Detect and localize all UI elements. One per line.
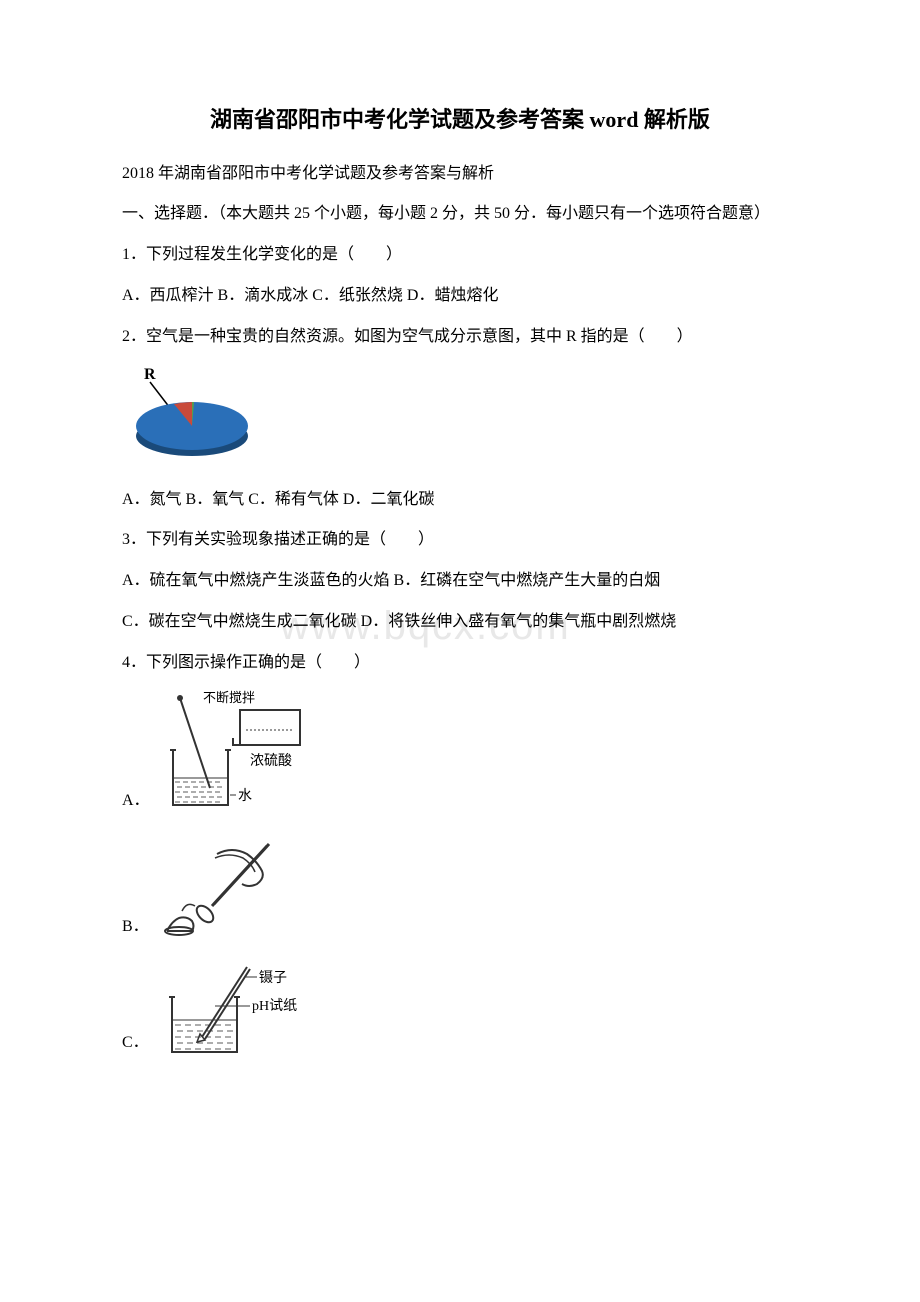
pie-chart-figure: R (122, 364, 830, 474)
pie-label-r: R (144, 366, 156, 383)
option-b-label: B． (122, 913, 149, 942)
svg-text:不断搅拌: 不断搅拌 (203, 690, 255, 705)
question-1-options: A．西瓜榨汁 B．滴水成冰 C．纸张然烧 D．蜡烛熔化 (90, 282, 830, 311)
question-4: 4．下列图示操作正确的是（ ） (90, 649, 830, 678)
question-4-option-b: B． (122, 836, 830, 946)
option-a-label: A． (122, 787, 150, 816)
svg-text:浓硫酸: 浓硫酸 (250, 753, 292, 769)
svg-text:水: 水 (238, 788, 252, 804)
question-1: 1．下列过程发生化学变化的是（ ） (90, 241, 830, 270)
option-c-label: C． (122, 1029, 149, 1058)
page-title: 湖南省邵阳市中考化学试题及参考答案 word 解析版 (90, 100, 830, 140)
question-2-options: A．氮气 B．氧气 C．稀有气体 D．二氧化碳 (90, 486, 830, 515)
question-3: 3．下列有关实验现象描述正确的是（ ） (90, 526, 830, 555)
svg-text:pH试纸: pH试纸 (252, 998, 297, 1014)
subtitle: 2018 年湖南省邵阳市中考化学试题及参考答案与解析 (90, 160, 830, 189)
question-4-option-a: A． 不断搅拌 浓硫酸 水 (122, 690, 830, 820)
question-3-options-line1: A．硫在氧气中燃烧产生淡蓝色的火焰 B．红磷在空气中燃烧产生大量的白烟 (90, 567, 830, 596)
question-2: 2．空气是一种宝贵的自然资源。如图为空气成分示意图，其中 R 指的是（ ） (90, 323, 830, 352)
question-4-option-c: C． 镊子 pH试纸 (122, 962, 830, 1062)
svg-text:镊子: 镊子 (259, 970, 287, 986)
question-3-options-line2: C．碳在空气中燃烧生成二氧化碳 D．将铁丝伸入盛有氧气的集气瓶中剧烈燃烧 (90, 608, 830, 637)
section-header: 一、选择题．（本大题共 25 个小题，每小题 2 分，共 50 分．每小题只有一… (90, 200, 830, 229)
